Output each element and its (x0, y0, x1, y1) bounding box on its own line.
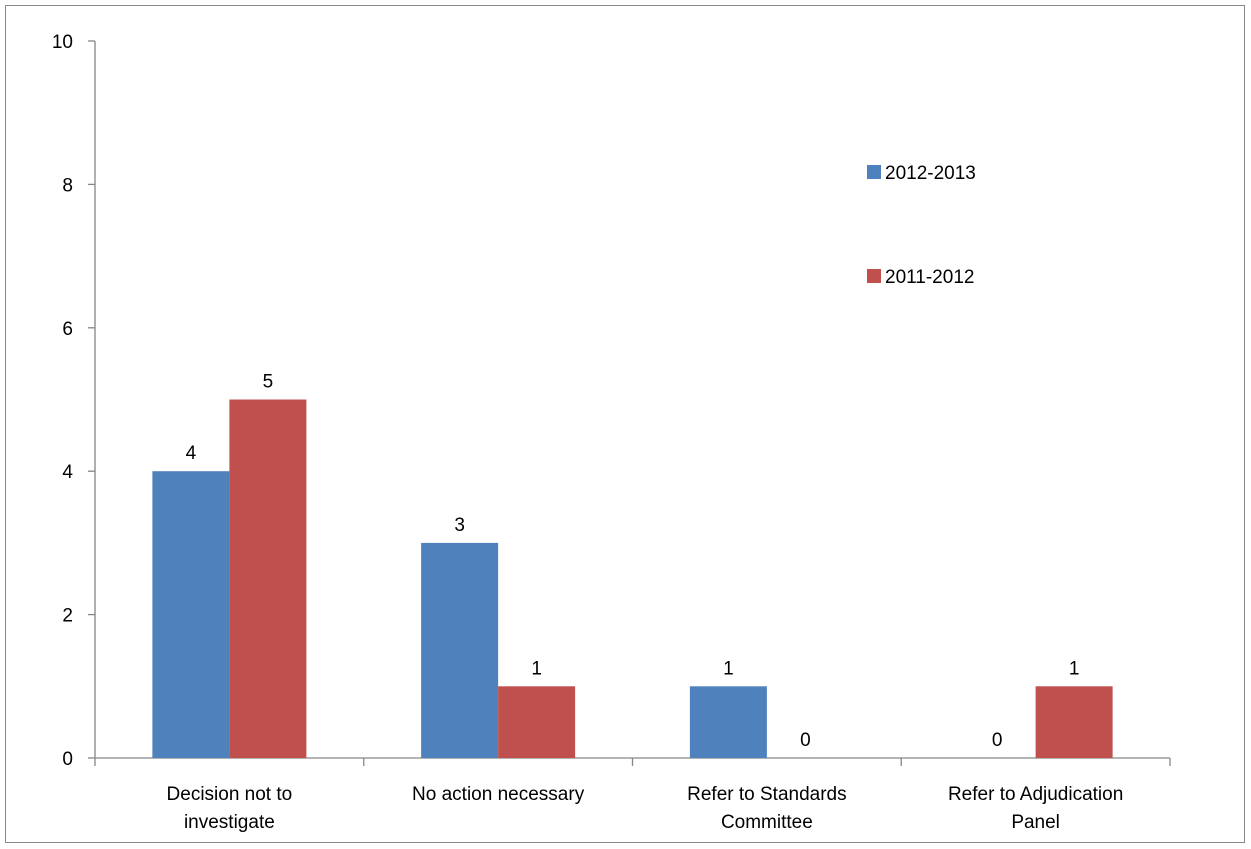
y-tick-label: 2 (62, 606, 73, 627)
bars (152, 399, 1113, 758)
y-tick-label: 6 (62, 319, 73, 340)
bar (152, 471, 230, 758)
data-label: 1 (723, 658, 734, 679)
bar (421, 542, 499, 758)
bar (689, 686, 767, 758)
legend-label: 2011-2012 (885, 267, 974, 288)
legend-swatch (867, 165, 881, 179)
bar (498, 686, 576, 758)
data-label: 4 (186, 443, 197, 464)
y-tick-label: 8 (62, 175, 73, 196)
y-tick-label: 0 (62, 749, 73, 770)
y-tick-label: 10 (52, 32, 73, 53)
bar (229, 399, 307, 758)
category-label: Refer to Adjudication Panel (948, 784, 1123, 833)
category-label: Decision not to investigate (167, 784, 293, 833)
legend-label: 2012-2013 (885, 163, 976, 184)
bar (1035, 686, 1113, 758)
y-tick-label: 4 (62, 462, 73, 483)
legend: 2012-2013 2011-2012 (867, 163, 976, 288)
data-label: 1 (1069, 658, 1080, 679)
data-label: 0 (992, 730, 1003, 751)
data-label: 1 (531, 658, 542, 679)
data-label: 5 (263, 372, 274, 393)
category-label: Refer to Standards Committee (687, 784, 846, 833)
data-label: 0 (800, 730, 811, 751)
data-label: 3 (454, 515, 465, 536)
category-label: No action necessary (412, 784, 585, 805)
legend-swatch (867, 269, 881, 283)
